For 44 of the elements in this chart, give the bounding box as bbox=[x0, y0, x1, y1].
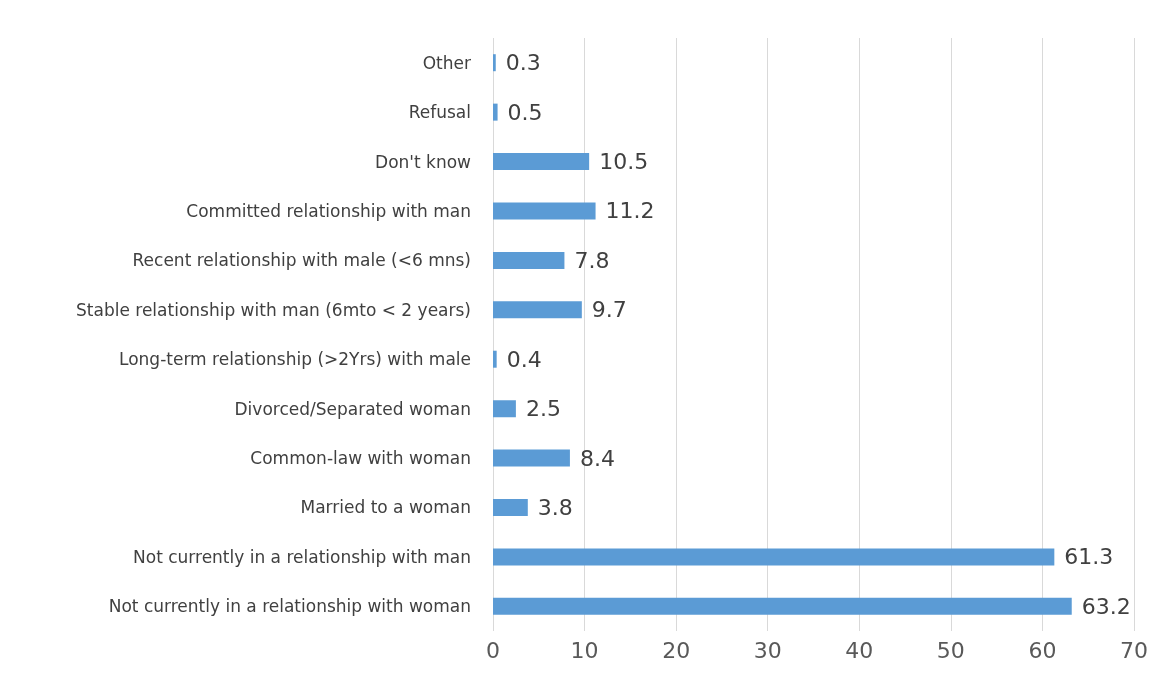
x-tick-label: 70 bbox=[1120, 637, 1148, 663]
y-tick-label: Not currently in a relationship with woman bbox=[108, 596, 471, 617]
bar bbox=[493, 498, 528, 516]
data-label: 8.4 bbox=[579, 445, 615, 471]
bar bbox=[493, 597, 1072, 615]
x-tick-label: 0 bbox=[486, 637, 500, 663]
data-label: 7.8 bbox=[574, 247, 610, 273]
y-tick-label: Common-law with woman bbox=[250, 448, 471, 469]
bar bbox=[493, 202, 596, 220]
y-tick-label: Committed relationship with man bbox=[186, 200, 471, 221]
bar bbox=[493, 251, 565, 269]
data-label: 11.2 bbox=[605, 198, 655, 224]
bar bbox=[493, 301, 582, 319]
data-label: 61.3 bbox=[1064, 544, 1114, 570]
data-label: 3.8 bbox=[537, 494, 573, 520]
y-tick-label: Not currently in a relationship with man bbox=[133, 546, 471, 567]
y-tick-label: Divorced/Separated woman bbox=[234, 398, 471, 419]
y-tick-label: Stable relationship with man (6mto < 2 years) bbox=[76, 299, 471, 320]
x-tick-label: 10 bbox=[570, 637, 599, 663]
x-tick-label: 40 bbox=[845, 637, 874, 663]
bar bbox=[493, 449, 570, 467]
y-tick-label: Married to a woman bbox=[300, 497, 471, 518]
y-tick-label: Don't know bbox=[375, 151, 472, 172]
data-label: 0.4 bbox=[506, 346, 542, 372]
data-label: 10.5 bbox=[599, 149, 649, 175]
y-tick-label: Refusal bbox=[408, 102, 471, 123]
bar bbox=[493, 350, 497, 368]
x-tick-label: 30 bbox=[753, 637, 782, 663]
bar bbox=[493, 400, 516, 418]
bar bbox=[493, 548, 1055, 566]
data-label: 0.5 bbox=[507, 99, 543, 125]
x-tick-label: 20 bbox=[662, 637, 691, 663]
data-label: 2.5 bbox=[525, 396, 561, 422]
x-tick-label: 50 bbox=[936, 637, 965, 663]
data-label: 0.3 bbox=[505, 50, 541, 76]
bar bbox=[493, 153, 590, 171]
x-tick-label: 60 bbox=[1028, 637, 1057, 663]
y-tick-label: Other bbox=[422, 52, 471, 73]
bar bbox=[493, 54, 496, 72]
y-tick-label: Recent relationship with male (<6 mns) bbox=[132, 250, 471, 271]
bar bbox=[493, 103, 498, 121]
data-label: 63.2 bbox=[1081, 593, 1131, 619]
y-tick-label: Long-term relationship (>2Yrs) with male bbox=[119, 349, 471, 370]
data-label: 9.7 bbox=[591, 297, 627, 323]
